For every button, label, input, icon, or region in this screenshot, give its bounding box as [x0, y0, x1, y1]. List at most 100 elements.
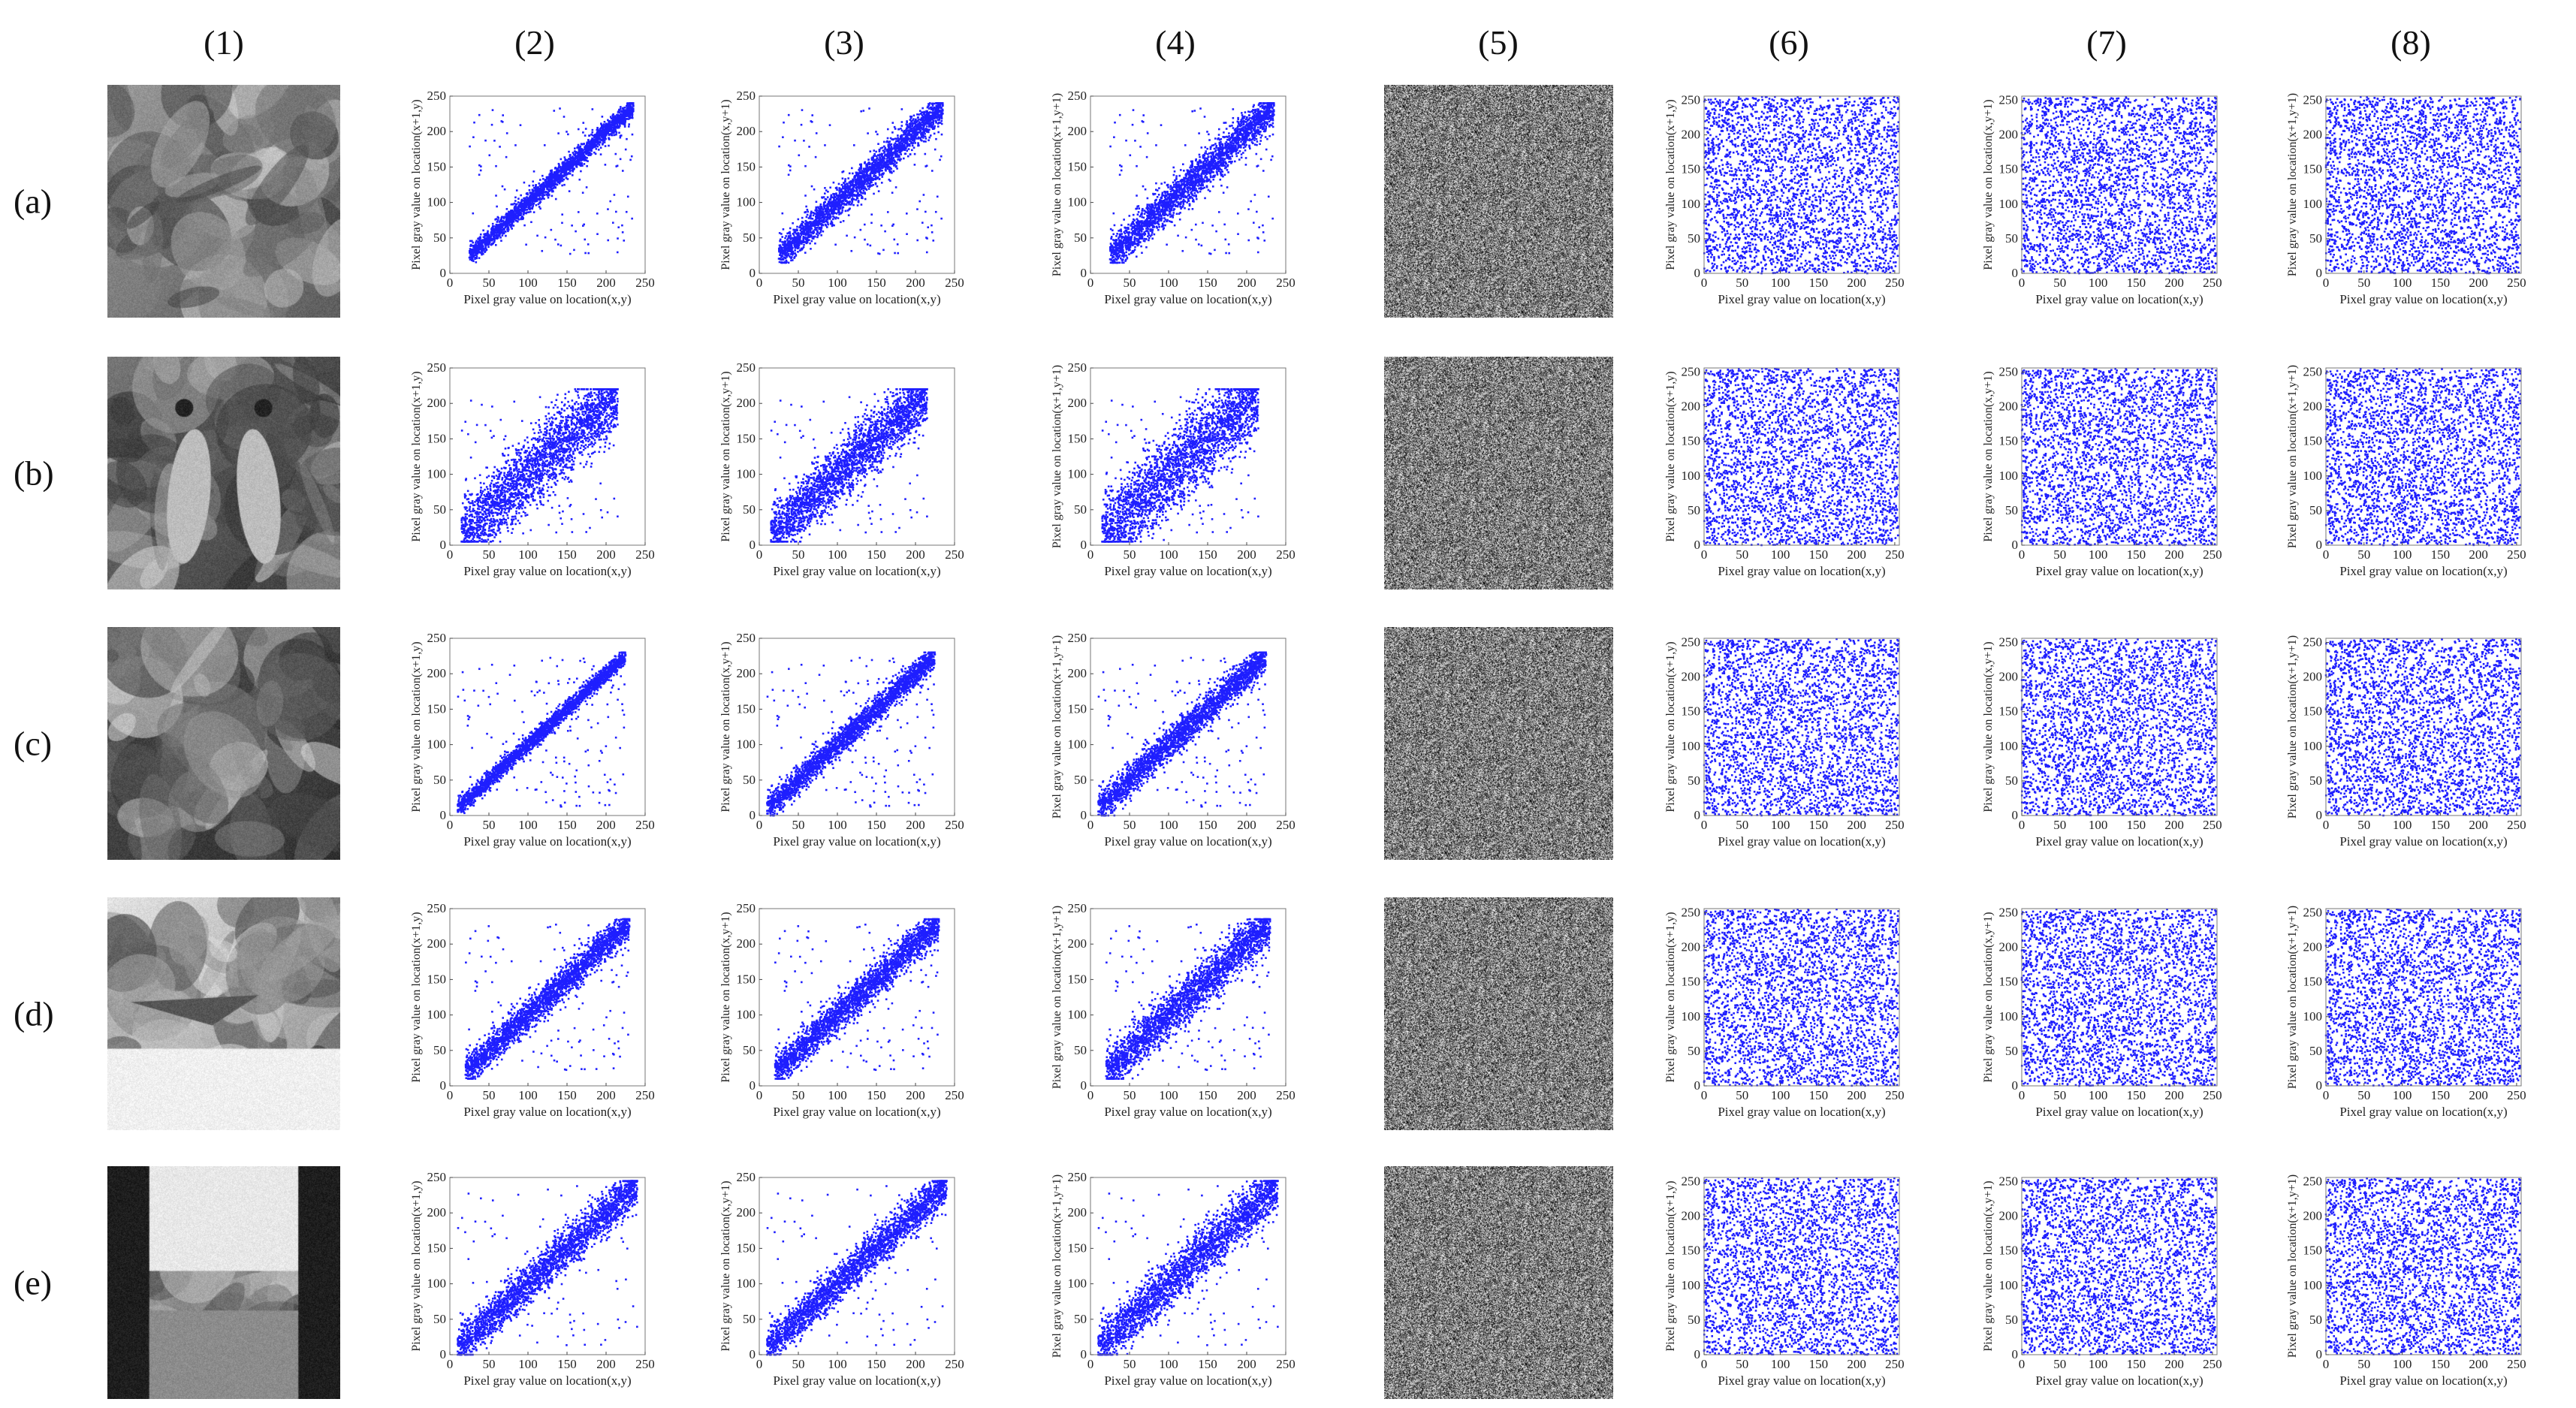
data-point	[807, 222, 810, 224]
data-point	[931, 108, 933, 110]
data-point	[875, 131, 877, 133]
data-point	[530, 221, 532, 223]
data-point	[624, 107, 626, 109]
encrypted-image-(b)	[1384, 357, 1613, 589]
data-point	[807, 211, 809, 213]
data-point	[622, 231, 624, 234]
data-point	[491, 124, 493, 126]
data-point	[868, 188, 870, 190]
x-tick-label: 150	[557, 276, 577, 290]
data-point	[477, 245, 479, 247]
data-point	[888, 179, 890, 181]
data-point	[890, 170, 892, 173]
data-point	[624, 120, 626, 122]
data-point	[884, 231, 886, 233]
data-point	[511, 210, 514, 213]
data-point	[807, 214, 809, 216]
data-point	[870, 222, 873, 224]
data-point	[900, 125, 903, 127]
data-point	[502, 114, 504, 116]
data-point	[526, 199, 529, 201]
data-point	[517, 197, 520, 200]
data-point	[619, 123, 621, 125]
data-point	[876, 134, 879, 136]
data-point	[528, 211, 530, 213]
data-point	[906, 213, 908, 215]
data-point	[627, 195, 629, 197]
data-point	[857, 204, 859, 207]
y-tick-label: 50	[433, 231, 446, 245]
data-point	[497, 216, 499, 219]
data-point	[611, 134, 614, 137]
data-point	[784, 261, 786, 264]
data-point	[628, 123, 630, 125]
data-point	[789, 249, 791, 252]
data-point	[923, 125, 925, 127]
data-point	[496, 218, 498, 220]
data-point	[914, 142, 916, 144]
x-tick-label: 250	[635, 276, 655, 290]
data-point	[481, 254, 483, 256]
data-point	[550, 179, 553, 182]
data-point	[820, 234, 822, 237]
data-point	[586, 149, 588, 152]
data-point	[843, 194, 846, 196]
data-point	[909, 123, 911, 125]
data-point	[571, 157, 573, 159]
data-point	[484, 239, 486, 241]
data-point	[870, 245, 872, 247]
data-point	[469, 256, 472, 258]
data-point	[917, 142, 919, 144]
data-point	[814, 219, 816, 222]
data-point	[929, 102, 931, 104]
data-point	[811, 114, 813, 116]
data-point	[543, 183, 545, 185]
data-point	[608, 125, 610, 127]
data-point	[523, 213, 525, 216]
data-point	[554, 239, 557, 241]
data-point	[825, 219, 828, 222]
data-point	[824, 187, 826, 189]
data-point	[901, 121, 903, 123]
data-point	[876, 157, 879, 159]
data-point	[602, 125, 605, 127]
data-point	[900, 147, 902, 149]
data-point	[826, 226, 828, 228]
data-point	[538, 206, 541, 208]
data-point	[845, 210, 847, 213]
data-point	[884, 151, 886, 153]
data-point	[529, 200, 531, 203]
data-point	[617, 226, 620, 228]
data-point	[582, 131, 584, 134]
data-point	[471, 251, 473, 253]
data-point	[572, 174, 574, 176]
data-point	[909, 153, 912, 155]
data-point	[553, 110, 555, 112]
data-point	[931, 225, 933, 227]
data-point	[898, 138, 900, 140]
data-point	[588, 134, 590, 137]
data-point	[785, 235, 787, 237]
data-point	[805, 220, 807, 222]
data-point	[542, 178, 544, 180]
data-point	[894, 161, 897, 163]
y-tick-label: 0	[440, 266, 447, 280]
data-point	[934, 128, 936, 130]
data-point	[609, 200, 611, 203]
data-point	[514, 216, 516, 218]
data-point	[535, 195, 538, 197]
data-point	[883, 146, 885, 148]
data-point	[499, 146, 501, 148]
data-point	[864, 239, 866, 241]
data-point	[520, 124, 522, 126]
data-point	[940, 114, 943, 116]
data-point	[894, 252, 896, 255]
data-point	[557, 243, 560, 246]
data-point	[520, 214, 522, 216]
data-point	[525, 243, 527, 246]
data-point	[578, 128, 580, 131]
data-point	[858, 190, 861, 192]
data-point	[822, 209, 825, 211]
data-point	[581, 143, 583, 145]
data-point	[535, 204, 538, 207]
